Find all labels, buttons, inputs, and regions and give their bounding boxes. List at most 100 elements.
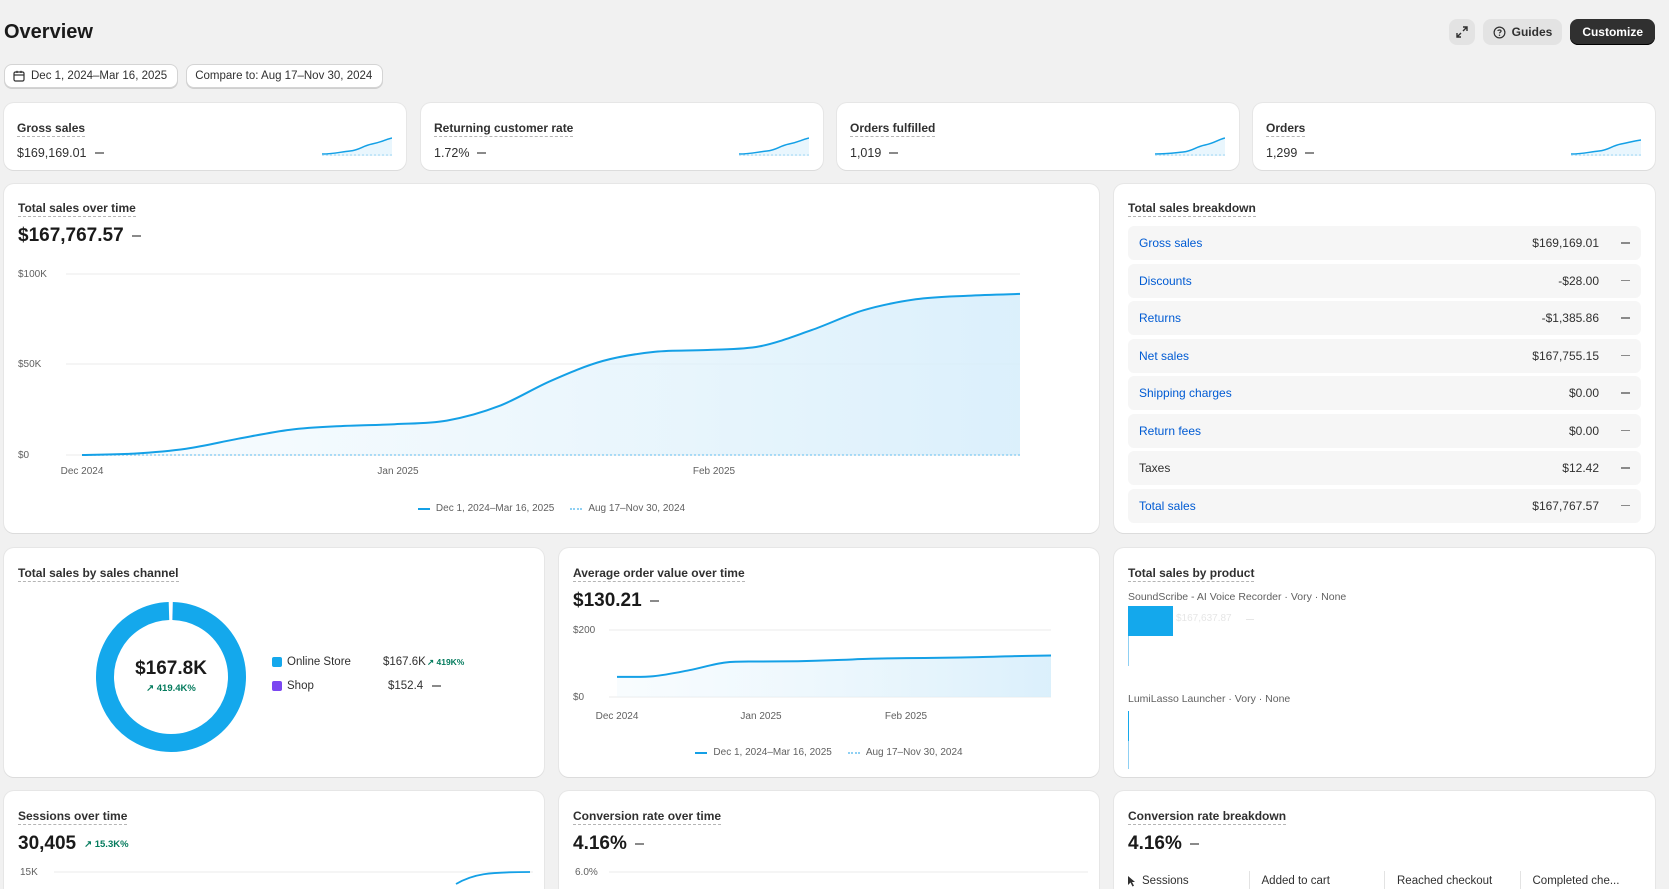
kpi-value-row: 1.72% <box>434 146 810 160</box>
sessions-line-chart[interactable]: 15K <box>18 864 533 889</box>
date-range-picker[interactable]: Dec 1, 2024–Mar 16, 2025 <box>4 64 179 88</box>
kpi-card-returning-rate[interactable]: Returning customer rate 1.72% <box>421 103 823 170</box>
channel-row[interactable]: Online Store $167.6K ↗ 419K% <box>272 650 472 674</box>
product-bar-row[interactable] <box>1128 705 1641 775</box>
y-tick-label: $200 <box>573 625 596 636</box>
no-change-dash <box>889 152 899 154</box>
y-tick-label: $100K <box>18 269 47 280</box>
conversion-line-chart[interactable]: 6.0% <box>573 864 1088 889</box>
page-title: Overview <box>4 20 93 43</box>
breakdown-label[interactable]: Total sales <box>1139 498 1196 513</box>
funnel-col-sessions[interactable]: Sessions <box>1114 871 1250 889</box>
total-sales-chart-card: Total sales over time $167,767.57 $0 $50K… <box>4 184 1099 533</box>
sparkline <box>322 137 392 156</box>
funnel-col-label: Reached checkout <box>1397 875 1493 887</box>
kpi-value: 1,299 <box>1266 146 1298 160</box>
compare-label: Compare to: Aug 17–Nov 30, 2024 <box>195 70 373 82</box>
product-bar[interactable] <box>1128 606 1173 636</box>
breakdown-list: Gross sales $169,169.01 Discounts -$28.00 Re… <box>1114 226 1655 523</box>
breakdown-label[interactable]: Returns <box>1139 311 1182 325</box>
compare-picker[interactable]: Compare to: Aug 17–Nov 30, 2024 <box>186 64 384 88</box>
breakdown-label[interactable]: Discounts <box>1139 273 1192 288</box>
channel-row[interactable]: Shop $152.4 <box>272 674 472 698</box>
kpi-card-orders[interactable]: Orders 1,299 <box>1253 103 1655 170</box>
total-sales-value-row: $167,767.57 <box>18 225 1085 247</box>
legend-item-current[interactable]: Dec 1, 2024–Mar 16, 2025 <box>695 747 832 758</box>
kpi-card-gross-sales[interactable]: Gross sales $169,169.01 <box>4 103 406 170</box>
kpi-value: $169,169.01 <box>17 146 87 160</box>
breakdown-row[interactable]: Shipping charges $0.00 <box>1128 376 1641 410</box>
donut-center-change: ↗ 419.4K% <box>146 683 196 694</box>
kpi-card-orders-fulfilled[interactable]: Orders fulfilled 1,019 <box>837 103 1239 170</box>
x-tick-label: Jan 2025 <box>377 466 419 477</box>
legend-item-compare[interactable]: Aug 17–Nov 30, 2024 <box>847 747 963 758</box>
legend-swatch-dotted <box>570 507 583 510</box>
y-tick-label: 6.0% <box>575 867 598 878</box>
no-change-dash <box>1621 467 1630 469</box>
cursor-icon <box>1128 876 1135 887</box>
fullscreen-button[interactable] <box>1448 19 1475 45</box>
series-area <box>82 293 1020 455</box>
total-sales-line-chart[interactable]: $0 $50K $100K Dec 2024 Jan 2025 Feb 2025 <box>18 256 1088 496</box>
aov-line-chart[interactable]: $0 $200 Dec 2024 Jan 2025 Feb 2025 <box>573 620 1088 730</box>
change-text: 15.3K% <box>94 838 129 850</box>
donut-center-value: $167.8K <box>135 658 207 679</box>
sales-by-product-card: Total sales by product SoundScribe - AI … <box>1114 548 1655 777</box>
channel-value: $152.4 <box>388 680 424 692</box>
chart-title: Conversion rate breakdown <box>1128 809 1287 825</box>
guides-button[interactable]: Guides <box>1482 19 1563 45</box>
breakdown-row[interactable]: Discounts -$28.00 <box>1128 263 1641 298</box>
product-label: LumiLasso Launcher · Vory · None <box>1128 693 1291 705</box>
legend-swatch-solid <box>417 507 430 510</box>
no-change-dash <box>1621 317 1630 319</box>
legend-item-current[interactable]: Dec 1, 2024–Mar 16, 2025 <box>417 503 554 514</box>
calendar-icon <box>13 70 25 82</box>
conversion-value: 4.16% <box>573 833 627 854</box>
channel-swatch <box>272 681 282 691</box>
funnel-col-label: Completed che... <box>1532 875 1620 887</box>
total-sales-value: $167,767.57 <box>18 225 124 246</box>
breakdown-row[interactable]: Total sales $167,767.57 <box>1128 488 1641 523</box>
no-change-dash <box>1621 354 1630 357</box>
funnel-header: Sessions Added to cart Reached checkout … <box>1114 870 1655 889</box>
no-change-dash <box>1621 279 1630 282</box>
page-header: Overview Guides Customize <box>4 16 1655 48</box>
sales-by-channel-card: Total sales by sales channel $167.8K ↗ 4… <box>4 548 544 777</box>
guides-label: Guides <box>1511 25 1553 39</box>
donut-center: $167.8K ↗ 419.4K% <box>86 658 256 694</box>
funnel-col-added-to-cart[interactable]: Added to cart <box>1250 871 1385 889</box>
chart-title: Total sales over time <box>18 201 136 217</box>
funnel-col-label: Added to cart <box>1261 875 1330 887</box>
funnel-col-reached-checkout[interactable]: Reached checkout <box>1385 871 1521 889</box>
chart-legend: Dec 1, 2024–Mar 16, 2025 Aug 17–Nov 30, … <box>559 747 1099 758</box>
product-bar-row[interactable]: $167,637.87 <box>1128 603 1641 673</box>
x-tick-label: Dec 2024 <box>596 711 639 722</box>
legend-item-compare[interactable]: Aug 17–Nov 30, 2024 <box>570 503 685 514</box>
breakdown-row[interactable]: Taxes $12.42 <box>1128 451 1641 485</box>
breakdown-label[interactable]: Return fees <box>1139 423 1202 438</box>
channel-donut-chart[interactable] <box>86 592 256 762</box>
breakdown-row[interactable]: Return fees $0.00 <box>1128 413 1641 448</box>
breakdown-value: -$28.00 <box>1558 273 1599 288</box>
funnel-col-completed-checkout[interactable]: Completed che... <box>1521 871 1656 889</box>
date-range-label: Dec 1, 2024–Mar 16, 2025 <box>31 70 168 82</box>
no-change-dash <box>1621 504 1630 507</box>
compare-bar <box>1128 741 1129 769</box>
kpi-value-row: $169,169.01 <box>17 146 393 160</box>
expand-icon <box>1455 26 1468 38</box>
chart-title: Sessions over time <box>18 809 128 825</box>
breakdown-value: $167,767.57 <box>1532 498 1599 513</box>
breakdown-row[interactable]: Returns -$1,385.86 <box>1128 301 1641 335</box>
x-tick-label: Feb 2025 <box>885 711 928 722</box>
no-change-dash <box>1621 429 1630 432</box>
product-bar[interactable] <box>1128 711 1129 741</box>
no-change-dash <box>1305 152 1315 154</box>
breakdown-label[interactable]: Gross sales <box>1139 236 1203 250</box>
breakdown-row[interactable]: Net sales $167,755.15 <box>1128 338 1641 373</box>
chart-legend: Dec 1, 2024–Mar 16, 2025 Aug 17–Nov 30, … <box>4 503 1099 514</box>
series-area <box>617 655 1051 697</box>
breakdown-label[interactable]: Shipping charges <box>1139 386 1232 400</box>
breakdown-label[interactable]: Net sales <box>1139 348 1190 363</box>
customize-button[interactable]: Customize <box>1570 19 1655 45</box>
breakdown-row[interactable]: Gross sales $169,169.01 <box>1128 226 1641 260</box>
